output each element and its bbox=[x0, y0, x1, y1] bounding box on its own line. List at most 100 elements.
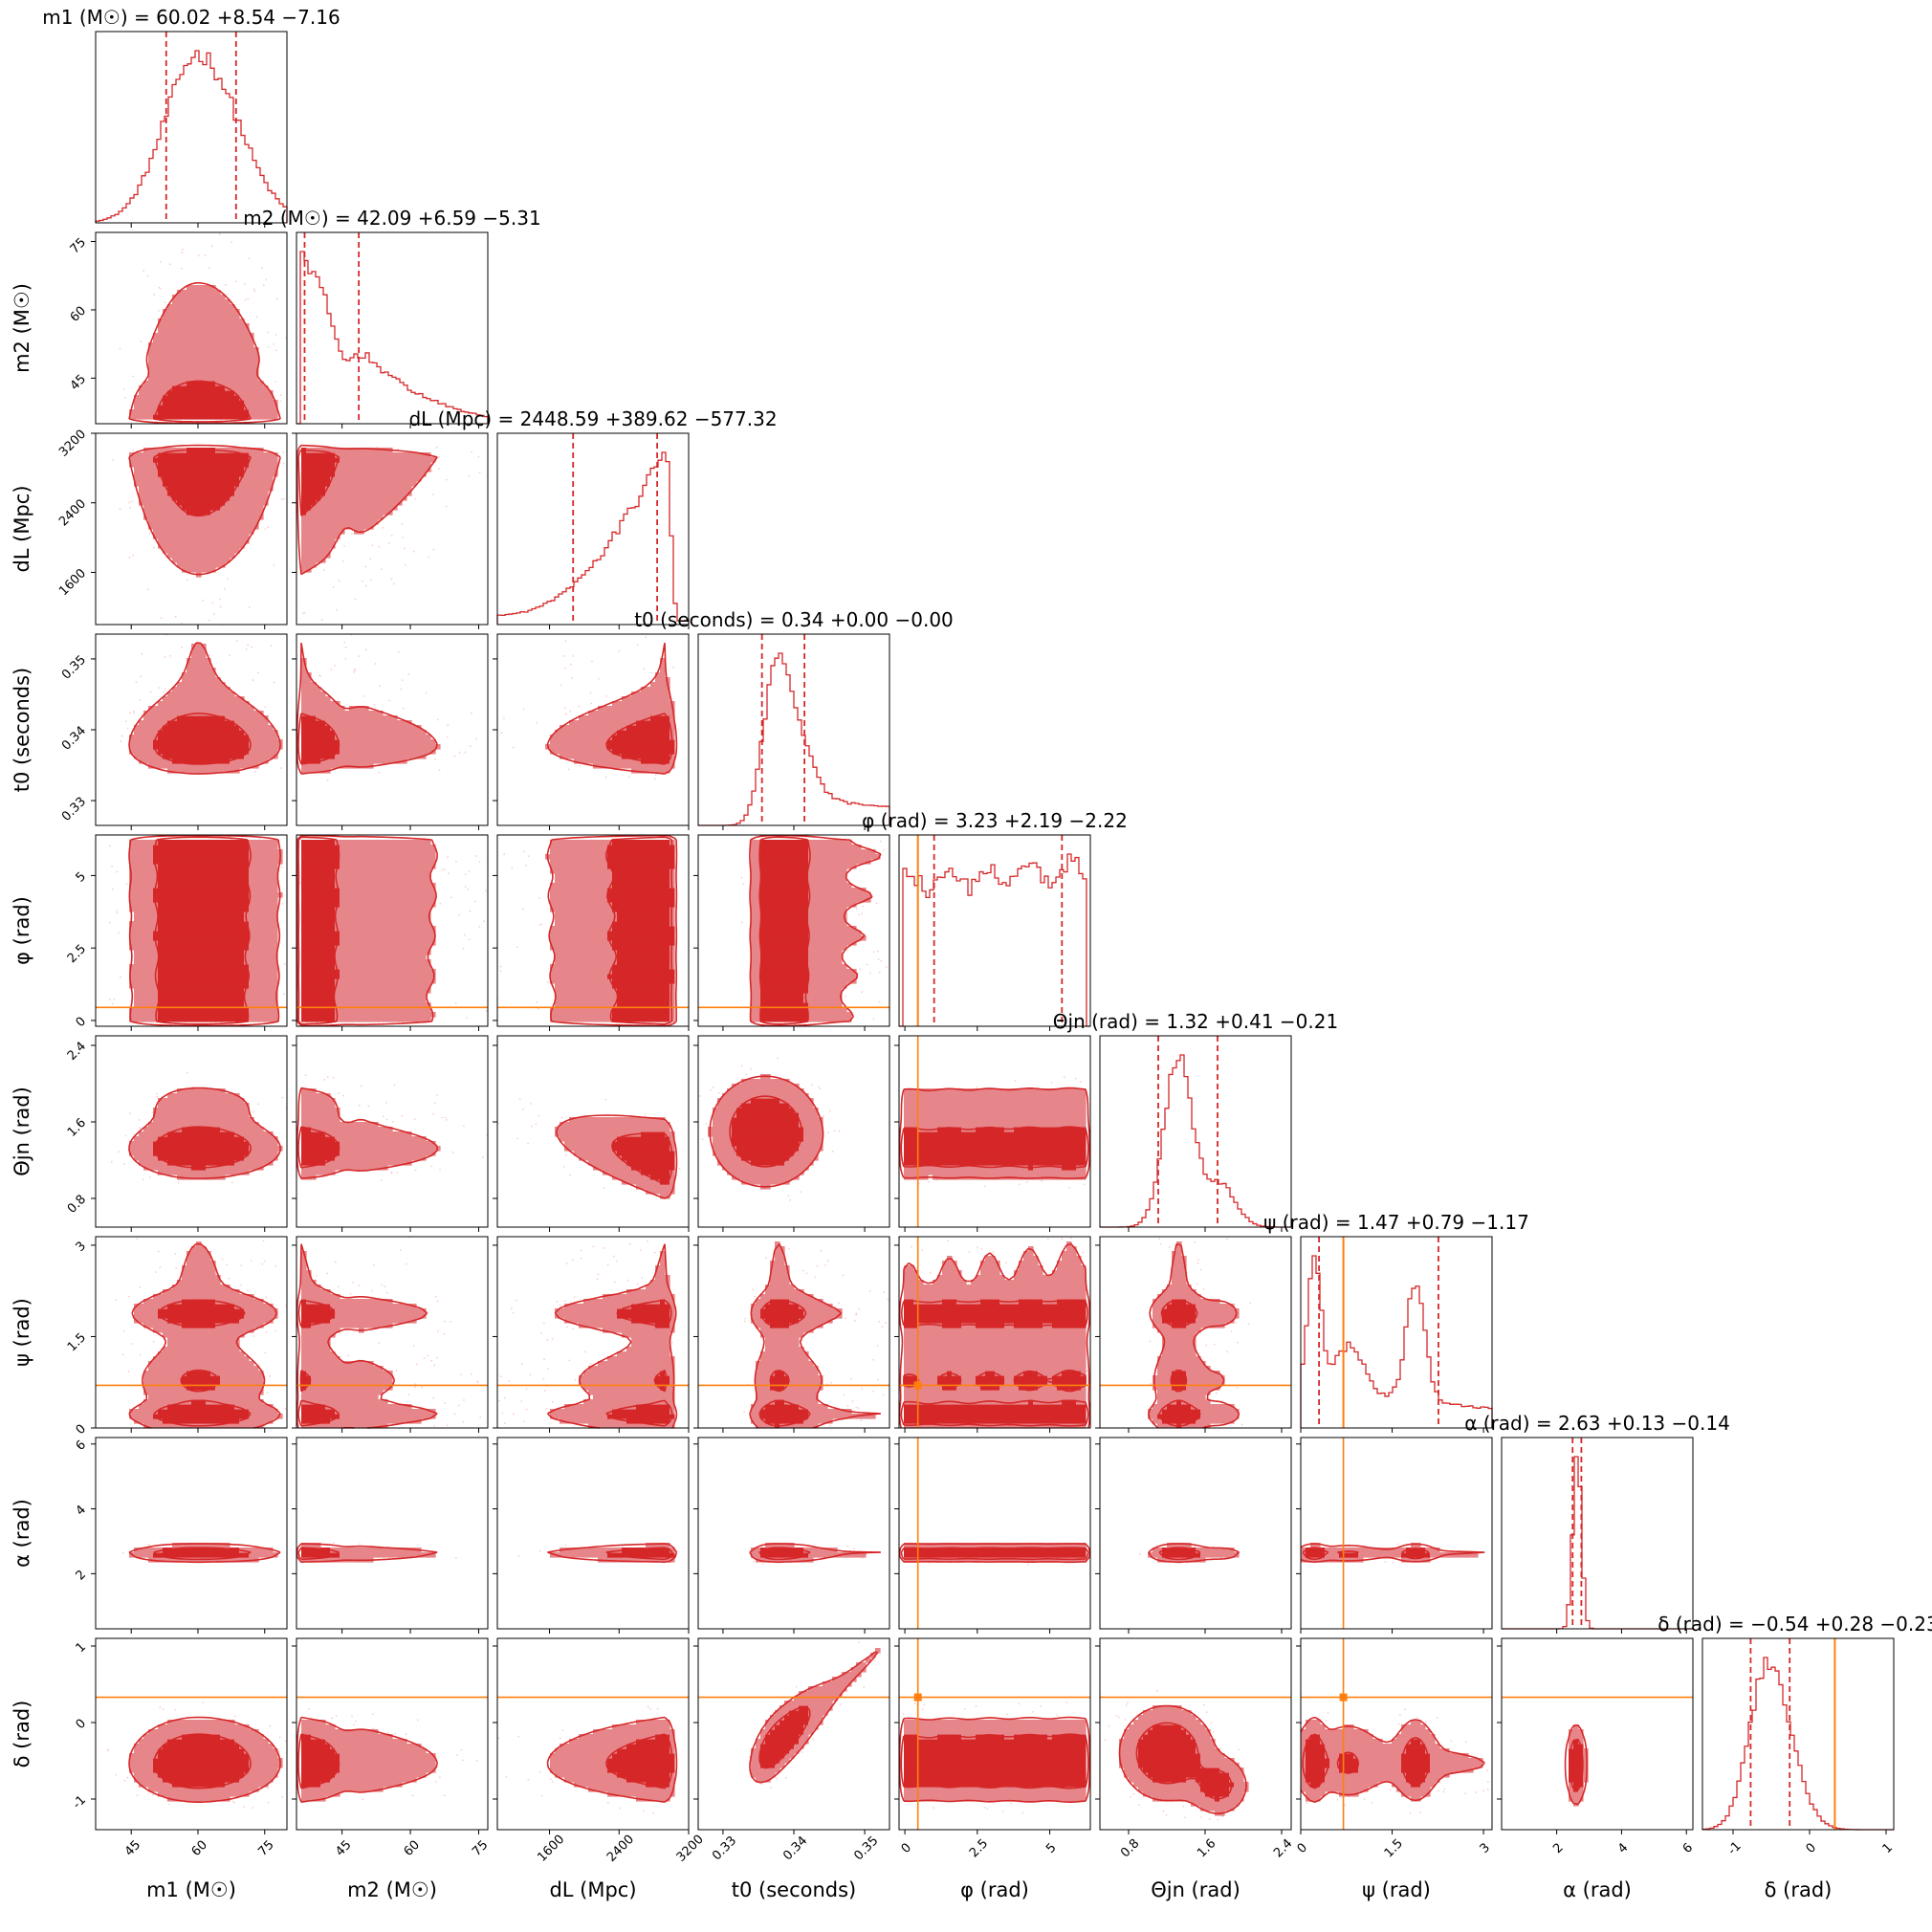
density-cell bbox=[225, 1007, 231, 1013]
density-cell bbox=[206, 940, 211, 946]
density-cell bbox=[182, 338, 187, 343]
density-cell bbox=[325, 510, 331, 516]
density-cell bbox=[244, 510, 250, 516]
panel-m2-phi bbox=[292, 834, 489, 1031]
density-cell bbox=[191, 548, 197, 554]
density-cell bbox=[593, 754, 599, 759]
density-cell bbox=[373, 711, 379, 716]
density-cell bbox=[187, 409, 192, 415]
density-cell bbox=[626, 730, 632, 735]
density-cell bbox=[148, 749, 154, 755]
density-cell bbox=[564, 730, 570, 735]
density-cell bbox=[263, 735, 269, 740]
density-cell bbox=[201, 1017, 207, 1022]
density-cell bbox=[244, 495, 250, 501]
density-cell bbox=[163, 400, 168, 406]
density-cell bbox=[206, 892, 211, 898]
density-cell bbox=[325, 1002, 331, 1008]
density-cell bbox=[301, 931, 307, 936]
density-cell bbox=[588, 754, 594, 759]
density-cell bbox=[330, 476, 336, 482]
density-cell bbox=[665, 754, 670, 759]
density-cell bbox=[182, 873, 187, 879]
density-cell bbox=[253, 911, 259, 917]
density-cell bbox=[249, 864, 254, 869]
density-cell bbox=[148, 907, 154, 912]
density-cell bbox=[316, 476, 321, 482]
density-cell bbox=[225, 711, 231, 716]
density-cell bbox=[167, 897, 173, 903]
density-cell bbox=[249, 462, 254, 468]
density-cell bbox=[636, 730, 642, 735]
density-cell bbox=[340, 720, 345, 726]
density-cell bbox=[306, 744, 312, 750]
density-cell bbox=[311, 548, 317, 554]
density-cell bbox=[268, 955, 274, 960]
density-cell bbox=[253, 1002, 259, 1008]
sample-point bbox=[471, 450, 472, 453]
density-cell bbox=[301, 715, 307, 721]
density-cell bbox=[167, 840, 173, 845]
density-cell bbox=[359, 715, 364, 721]
density-cell bbox=[268, 1017, 274, 1022]
density-cell bbox=[167, 969, 173, 975]
density-cell bbox=[163, 538, 168, 544]
density-cell bbox=[263, 472, 269, 477]
density-cell bbox=[306, 739, 312, 745]
density-cell bbox=[225, 529, 231, 535]
density-cell bbox=[244, 935, 250, 941]
density-cell bbox=[167, 768, 173, 774]
density-cell bbox=[550, 744, 556, 750]
density-cell bbox=[340, 730, 345, 735]
density-cell bbox=[187, 510, 192, 516]
density-cell bbox=[163, 706, 168, 712]
density-cell bbox=[196, 1002, 202, 1008]
density-cell bbox=[655, 735, 661, 740]
density-cell bbox=[187, 414, 192, 420]
density-cell bbox=[363, 467, 369, 472]
density-cell bbox=[153, 849, 159, 855]
density-cell bbox=[373, 730, 379, 735]
density-cell bbox=[201, 969, 207, 975]
density-cell bbox=[268, 744, 274, 750]
density-cell bbox=[191, 653, 197, 659]
density-cell bbox=[206, 959, 211, 965]
density-cell bbox=[249, 405, 254, 410]
density-cell bbox=[598, 711, 604, 716]
density-cell bbox=[172, 725, 178, 731]
density-cell bbox=[225, 931, 231, 936]
density-cell bbox=[306, 529, 312, 535]
density-cell bbox=[196, 1017, 202, 1022]
density-cell bbox=[253, 486, 259, 492]
density-cell bbox=[215, 998, 221, 1003]
sample-point bbox=[168, 263, 171, 266]
density-cell bbox=[335, 515, 340, 520]
sample-point bbox=[363, 695, 366, 697]
density-cell bbox=[665, 720, 670, 726]
density-cell bbox=[263, 892, 269, 898]
sample-point bbox=[152, 546, 155, 549]
density-cell bbox=[129, 883, 135, 889]
density-cell bbox=[153, 854, 159, 860]
density-cell bbox=[201, 720, 207, 726]
density-cell bbox=[196, 534, 202, 539]
density-cell bbox=[191, 892, 197, 898]
density-cell bbox=[172, 405, 178, 410]
density-cell bbox=[172, 395, 178, 401]
sample-point bbox=[149, 691, 152, 693]
sample-point bbox=[164, 301, 166, 304]
density-cell bbox=[244, 347, 250, 353]
density-cell bbox=[306, 926, 312, 932]
density-cell bbox=[239, 998, 245, 1003]
density-cell bbox=[134, 472, 140, 477]
density-cell bbox=[182, 754, 187, 759]
density-cell bbox=[143, 495, 149, 501]
density-cell bbox=[268, 739, 274, 745]
density-cell bbox=[234, 338, 240, 343]
density-cell bbox=[316, 744, 321, 750]
density-cell bbox=[201, 868, 207, 874]
density-cell bbox=[311, 467, 317, 472]
density-cell bbox=[153, 342, 159, 348]
density-cell bbox=[182, 931, 187, 936]
density-cell bbox=[263, 878, 269, 884]
